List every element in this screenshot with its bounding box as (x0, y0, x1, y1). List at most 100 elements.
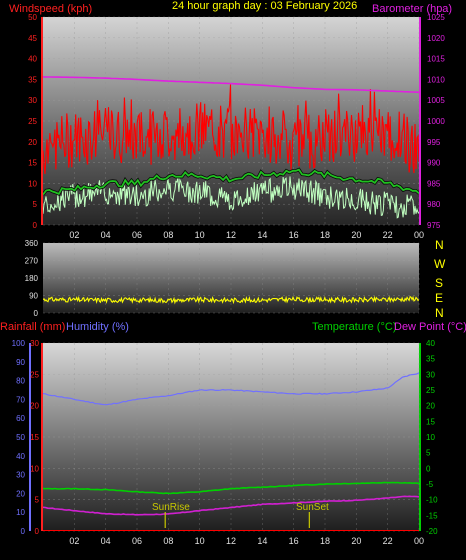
rain-tick-label: 30 (30, 339, 39, 348)
temperature-tick-label: 30 (426, 370, 435, 379)
temperature-tick-label: 5 (426, 449, 431, 458)
temperature-tick-label: 25 (426, 386, 435, 395)
hour-tick-label: 20 (351, 230, 361, 240)
wind-tick-label: 45 (28, 34, 37, 43)
rain-tick-label: 5 (35, 496, 40, 505)
humidity-tick-label: 10 (16, 508, 25, 517)
wind-tick-label: 5 (33, 200, 38, 209)
hour-tick-label: 16 (289, 536, 299, 546)
dir-letter-s: S (435, 276, 443, 290)
dewpoint-axis-label: Dew Point (°C) (394, 321, 466, 333)
barometer-tick-label: 995 (427, 138, 441, 147)
wind-tick-label: 40 (28, 55, 37, 64)
barometer-series-line (43, 76, 419, 94)
wind-tick-label: 30 (28, 96, 37, 105)
wind-tick-label: 25 (28, 117, 37, 126)
hour-tick-label: 12 (226, 230, 236, 240)
hour-tick-label: 18 (320, 536, 330, 546)
wind-axis-label: Windspeed (kph) (9, 3, 92, 15)
hour-tick-label: 18 (320, 230, 330, 240)
wind-tick-label: 50 (28, 13, 37, 22)
hour-tick-label: 04 (101, 230, 111, 240)
barometer-tick-label: 990 (427, 159, 441, 168)
hour-tick-label: 06 (132, 230, 142, 240)
graph-title: 24 hour graph day : 03 February 2026 (172, 0, 357, 12)
hour-tick-label: 16 (289, 230, 299, 240)
hour-tick-label: 00 (414, 230, 424, 240)
rain-tick-label: 20 (30, 402, 39, 411)
gust-series-line (43, 84, 419, 174)
hour-tick-label: 20 (351, 536, 361, 546)
hour-tick-label: 08 (163, 536, 173, 546)
hour-tick-label: 12 (226, 536, 236, 546)
temperature-tick-label: 15 (426, 417, 435, 426)
hour-tick-label: 08 (163, 230, 173, 240)
direction-tick-label: 180 (25, 274, 39, 283)
barometer-tick-label: 1025 (427, 13, 445, 22)
direction-tick-label: 0 (34, 309, 39, 318)
hour-tick-label: 02 (69, 536, 79, 546)
rain-tick-label: 15 (30, 433, 39, 442)
temperature-tick-label: -5 (426, 480, 434, 489)
barometer-tick-label: 1015 (427, 55, 445, 64)
dir-letter-n-top: N (435, 238, 444, 252)
humidity-tick-label: 70 (16, 395, 25, 404)
hour-tick-label: 10 (195, 230, 205, 240)
barometer-tick-label: 980 (427, 200, 441, 209)
sunrise-label: SunRise (152, 502, 190, 513)
humidity-tick-label: 50 (16, 433, 25, 442)
temperature-tick-label: 35 (426, 355, 435, 364)
humidity-tick-label: 0 (21, 527, 26, 536)
hour-tick-label: 10 (195, 536, 205, 546)
hour-tick-label: 22 (383, 230, 393, 240)
direction-tick-label: 270 (25, 257, 39, 266)
barometer-tick-label: 985 (427, 179, 441, 188)
temperature-tick-label: 0 (426, 464, 431, 473)
direction-tick-label: 360 (25, 239, 39, 248)
temperature-tick-label: 10 (426, 433, 435, 442)
dir-letter-w: W (434, 257, 446, 271)
rainfall-axis-label: Rainfall (mm) (0, 321, 65, 333)
rain-tick-label: 10 (30, 464, 39, 473)
average-series-line (43, 168, 419, 196)
temperature-series-line (43, 481, 419, 495)
hour-tick-label: 14 (257, 536, 267, 546)
direction-tick-label: 90 (29, 292, 38, 301)
direction-series-line (43, 295, 419, 305)
sunset-label: SunSet (296, 502, 329, 513)
barometer-tick-label: 1020 (427, 34, 445, 43)
temperature-axis-label: Temperature (°C) (312, 321, 396, 333)
hour-tick-label: 00 (414, 536, 424, 546)
barometer-tick-label: 1010 (427, 75, 445, 84)
hour-tick-label: 14 (257, 230, 267, 240)
humidity-tick-label: 30 (16, 471, 25, 480)
humidity-series-line (43, 372, 419, 406)
wind-tick-label: 0 (33, 221, 38, 230)
dir-letter-n-bottom: N (435, 306, 444, 320)
temperature-tick-label: 20 (426, 402, 435, 411)
temperature-tick-label: 40 (426, 339, 435, 348)
barometer-axis-label: Barometer (hpa) (372, 3, 452, 15)
wind-tick-label: 10 (28, 179, 37, 188)
hour-tick-label: 02 (69, 230, 79, 240)
temperature-tick-label: -15 (426, 511, 438, 520)
humidity-tick-label: 90 (16, 358, 25, 367)
hour-tick-label: 22 (383, 536, 393, 546)
barometer-tick-label: 1005 (427, 96, 445, 105)
humidity-tick-label: 40 (16, 452, 25, 461)
dir-letter-e: E (435, 291, 443, 305)
humidity-tick-label: 60 (16, 414, 25, 423)
windspeed-series-line (43, 176, 419, 219)
wind-tick-label: 15 (28, 159, 37, 168)
temperature-tick-label: -20 (426, 527, 438, 536)
humidity-tick-label: 20 (16, 489, 25, 498)
hour-tick-label: 04 (101, 536, 111, 546)
barometer-tick-label: 975 (427, 221, 441, 230)
humidity-axis-label: Humidity (%) (66, 321, 129, 333)
wind-tick-label: 35 (28, 75, 37, 84)
humidity-tick-label: 100 (12, 339, 26, 348)
rain-tick-label: 25 (30, 370, 39, 379)
dewpoint-series-line (43, 495, 419, 516)
